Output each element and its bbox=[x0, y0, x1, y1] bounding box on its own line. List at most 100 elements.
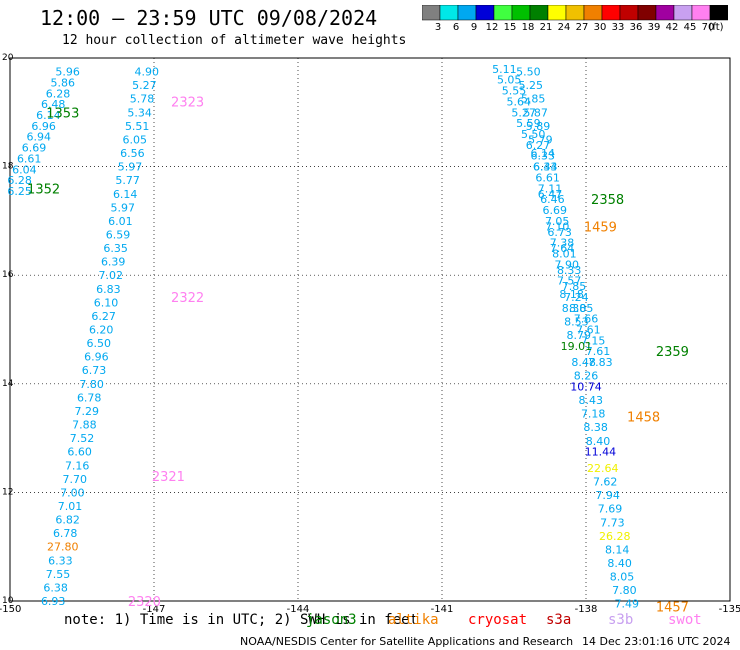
swh-value: 8.26 bbox=[574, 370, 599, 383]
swh-value: 7.94 bbox=[595, 489, 620, 502]
swh-value: 6.96 bbox=[31, 120, 56, 133]
swh-value: 6.04 bbox=[12, 163, 37, 176]
swh-value: 6.56 bbox=[120, 147, 145, 160]
y-tick-label: 10 bbox=[2, 596, 14, 606]
swh-value: 5.34 bbox=[127, 106, 152, 119]
swh-value: 7.29 bbox=[75, 405, 100, 418]
footer-agency: NOAA/NESDIS Center for Satellite Applica… bbox=[240, 635, 574, 648]
swh-value: 8.40 bbox=[586, 435, 611, 448]
swh-value: 8.05 bbox=[569, 302, 594, 315]
colorbar-label: 33 bbox=[611, 22, 625, 33]
swh-value: 5.11 bbox=[492, 63, 517, 76]
colorbar-label: 70 bbox=[701, 22, 715, 33]
swh-value: 5.86 bbox=[51, 76, 76, 89]
legend-altika: altika bbox=[388, 612, 439, 628]
y-tick-label: 12 bbox=[2, 487, 13, 497]
x-tick-label: -150 bbox=[0, 604, 21, 615]
swh-value: 8.01 bbox=[552, 247, 577, 260]
swh-value: 5.77 bbox=[115, 174, 140, 187]
swh-value: 7.18 bbox=[581, 408, 606, 421]
swh-value: 8.79 bbox=[567, 329, 592, 342]
swh-value: 7.66 bbox=[574, 313, 599, 326]
y-tick-label: 18 bbox=[2, 162, 14, 172]
swh-value: 6.43 bbox=[533, 161, 558, 174]
swh-value: 8.48 bbox=[571, 356, 596, 369]
swh-value: 6.35 bbox=[103, 242, 128, 255]
track-label: 2321 bbox=[152, 470, 185, 485]
swh-value: 5.97 bbox=[111, 201, 136, 214]
swh-value: 5.79 bbox=[528, 133, 553, 146]
swh-value: 7.80 bbox=[79, 378, 104, 391]
swh-value: 6.01 bbox=[108, 215, 133, 228]
swh-value: 5.97 bbox=[118, 161, 143, 174]
swh-value: 27.80 bbox=[47, 541, 79, 554]
y-tick-label: 14 bbox=[2, 379, 14, 389]
swh-value: 7.11 bbox=[538, 182, 563, 195]
swh-value: 8.40 bbox=[607, 557, 632, 570]
swh-value: 5.25 bbox=[519, 79, 544, 92]
swh-value: 6.83 bbox=[96, 283, 121, 296]
swh-value: 8.33 bbox=[557, 264, 582, 277]
track-label: 2320 bbox=[128, 595, 161, 610]
swh-value: 6.27 bbox=[526, 139, 551, 152]
colorbar-label: 15 bbox=[503, 22, 517, 33]
swh-value: 10.74 bbox=[570, 381, 602, 394]
footer-timestamp: 14 Dec 23:01:16 UTC 2024 bbox=[582, 635, 731, 648]
swh-value: 6.78 bbox=[53, 527, 78, 540]
legend-s3a: s3a bbox=[546, 612, 572, 628]
swh-value: 5.96 bbox=[55, 66, 80, 79]
swh-value: 7.73 bbox=[600, 516, 625, 529]
swh-value: 11.44 bbox=[585, 446, 617, 459]
note-text: note: 1) Time is in UTC; 2) SWH is in fe… bbox=[64, 612, 419, 628]
swh-value: 19.01 bbox=[561, 340, 593, 353]
swh-value: 6.47 bbox=[538, 188, 563, 201]
swh-value: 5.87 bbox=[523, 106, 548, 119]
swh-value: 6.69 bbox=[543, 204, 568, 217]
x-tick-label: -138 bbox=[575, 604, 598, 615]
swh-value: 7.85 bbox=[562, 280, 587, 293]
swh-value: 5.05 bbox=[497, 74, 522, 87]
chart-title: 12:00 – 23:59 UTC 09/08/2024 bbox=[40, 6, 378, 30]
swh-value: 7.62 bbox=[593, 476, 618, 489]
colorbar-label: 6 bbox=[452, 22, 460, 33]
swh-value: 6.34 bbox=[533, 161, 558, 174]
swh-value: 4.90 bbox=[135, 66, 160, 79]
swh-value: 7.49 bbox=[615, 598, 640, 611]
swh-value: 6.50 bbox=[87, 337, 112, 350]
swh-value: 7.57 bbox=[557, 275, 582, 288]
swh-value: 5.85 bbox=[521, 93, 546, 106]
track-label: 1458 bbox=[627, 410, 660, 425]
swh-value: 6.39 bbox=[101, 256, 126, 269]
swh-value: 7.69 bbox=[598, 503, 623, 516]
swh-value: 6.60 bbox=[67, 446, 92, 459]
colorbar-label: 30 bbox=[593, 22, 607, 33]
colorbar-swatch bbox=[709, 5, 728, 21]
swh-value: 6.38 bbox=[43, 581, 68, 594]
swh-value: 7.61 bbox=[576, 324, 601, 337]
swh-value: 6.94 bbox=[27, 131, 52, 144]
swh-value: 6.69 bbox=[22, 142, 47, 155]
legend-s3b: s3b bbox=[608, 612, 634, 628]
x-tick-label: -141 bbox=[431, 604, 454, 615]
colorbar-label: 18 bbox=[521, 22, 535, 33]
y-tick-label: 16 bbox=[2, 270, 14, 280]
swh-value: 6.96 bbox=[84, 351, 109, 364]
colorbar-label: 36 bbox=[629, 22, 643, 33]
swh-value: 5.64 bbox=[507, 95, 532, 108]
y-tick-label: 20 bbox=[2, 53, 14, 63]
legend-cryosat: cryosat bbox=[468, 612, 528, 628]
legend-swot: swot bbox=[668, 612, 702, 628]
swh-value: 6.27 bbox=[91, 310, 116, 323]
swh-value: 6.28 bbox=[7, 174, 32, 187]
plot-frame bbox=[9, 57, 731, 602]
swh-value: 8.38 bbox=[562, 302, 587, 315]
track-label: 1352 bbox=[27, 182, 60, 197]
colorbar bbox=[422, 5, 728, 21]
swh-value: 7.55 bbox=[46, 568, 71, 581]
swh-value: 6.10 bbox=[94, 296, 119, 309]
swh-value: 7.05 bbox=[545, 215, 570, 228]
swh-value: 6.33 bbox=[48, 554, 73, 567]
track-label: 1457 bbox=[656, 600, 689, 615]
swh-value: 7.64 bbox=[550, 242, 575, 255]
swh-value: 6.28 bbox=[46, 87, 71, 100]
